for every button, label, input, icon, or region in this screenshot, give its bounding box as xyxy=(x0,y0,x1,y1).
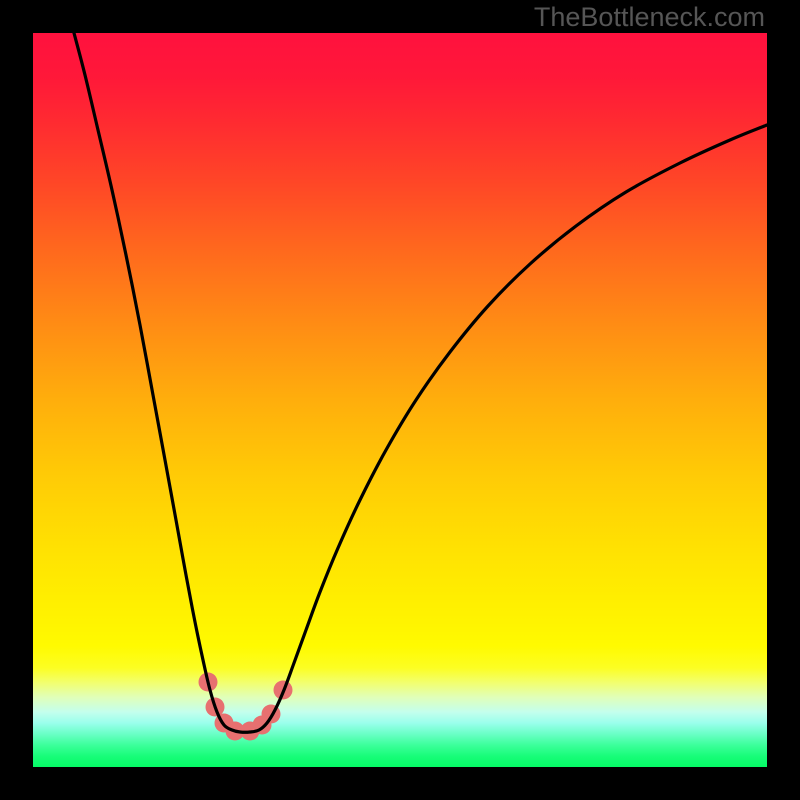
watermark-text: TheBottleneck.com xyxy=(534,2,765,33)
plot-area xyxy=(33,33,767,767)
